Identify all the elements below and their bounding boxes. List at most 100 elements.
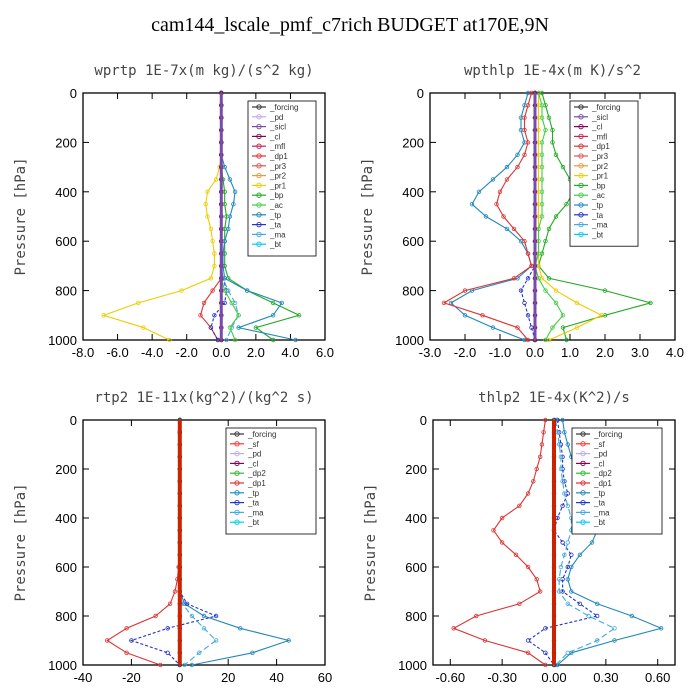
x-tick-label: -0.30 [487,670,517,685]
data-point [541,430,546,435]
data-point [569,589,574,594]
legend-entry: _bp [269,191,284,200]
x-tick-label: -20 [122,670,141,685]
legend-entry: _tp [269,211,282,220]
data-point [525,491,531,496]
legend-entry: _tp [593,489,606,498]
data-point [560,479,565,484]
data-point [231,201,236,207]
legend-marker [578,192,584,198]
data-point [557,442,562,447]
legend-marker [578,182,584,189]
x-tick-label: 2.0 [247,345,265,360]
data-point [490,325,496,330]
data-point [546,276,552,281]
x-tick-label: -1.0 [489,345,511,360]
data-point [136,300,141,306]
legend-entry: _forcing [591,103,620,112]
data-point [167,601,173,606]
legend-marker [256,123,262,130]
data-point [546,226,552,232]
data-point [253,325,259,330]
legend-marker [580,490,586,496]
x-tick-label: -40 [74,670,93,685]
data-point [543,288,548,293]
legend-marker [578,172,584,179]
legend-entry: _forcing [269,103,298,112]
data-point [522,300,527,306]
data-point [213,638,219,643]
data-point [574,300,580,306]
legend-entry: _bt [591,230,604,239]
plot-frame [82,419,326,666]
data-point [224,337,229,343]
data-point [296,313,302,318]
legend-marker [256,212,262,218]
data-point [504,177,510,182]
legend-entry: _tp [591,201,604,210]
data-point [564,337,569,343]
x-tick-label: 0.30 [593,670,618,685]
data-point [577,552,583,557]
data-point [451,626,456,631]
data-point [629,613,634,619]
legend-entry: _mfl [591,132,607,141]
data-point [525,337,531,343]
legend-marker [234,431,240,437]
x-tick-label: 60 [318,670,332,685]
data-point [182,662,187,668]
data-point [522,127,527,133]
data-point [205,214,210,219]
legend-marker [580,519,586,525]
data-point [153,613,158,619]
data-point [560,164,566,170]
legend-marker [580,441,586,447]
legend-marker [234,480,240,486]
data-point [518,288,524,293]
y-tick-label: 800 [402,284,424,299]
data-point [558,454,564,459]
data-point [565,577,570,582]
series-line-dp1 [452,419,546,666]
legend-entry: _ma [593,508,610,517]
y-tick-label: 800 [405,609,427,624]
legend-entry: _pr1 [269,181,287,190]
legend-marker [256,153,262,159]
data-point [515,325,520,330]
legend-marker [580,480,586,486]
x-tick-label: -3.0 [419,345,441,360]
data-point [539,201,545,207]
data-point [569,552,574,557]
data-point [562,552,567,557]
data-point [589,540,595,545]
data-point [250,650,255,655]
data-point [212,251,217,256]
data-point [525,313,531,318]
legend-entry: _bt [593,518,606,527]
data-point [172,589,178,594]
legend-entry: _bt [269,240,282,249]
legend-marker [578,143,584,149]
data-point [232,337,238,343]
data-point [553,152,559,157]
data-point [564,201,569,207]
y-tick-label: 400 [402,185,424,200]
data-point [236,313,241,318]
x-tick-label: -2.0 [176,345,198,360]
legend-entry: _pr3 [269,162,287,171]
data-point [208,325,214,330]
data-point [124,650,129,655]
legend-marker [256,241,262,247]
legend-entry: _ma [591,221,608,230]
legend-entry: _pr1 [591,172,609,181]
y-tick-label: 600 [405,560,427,575]
legend-marker [580,499,586,506]
data-point [553,288,559,293]
data-point [232,189,238,194]
legend-entry: _sf [247,440,259,449]
legend-entry: _pr2 [591,162,609,171]
legend-entry: _sicl [269,123,286,132]
y-tick-label: 200 [55,462,77,477]
legend-marker [578,202,584,208]
series-line-ma [179,420,217,666]
